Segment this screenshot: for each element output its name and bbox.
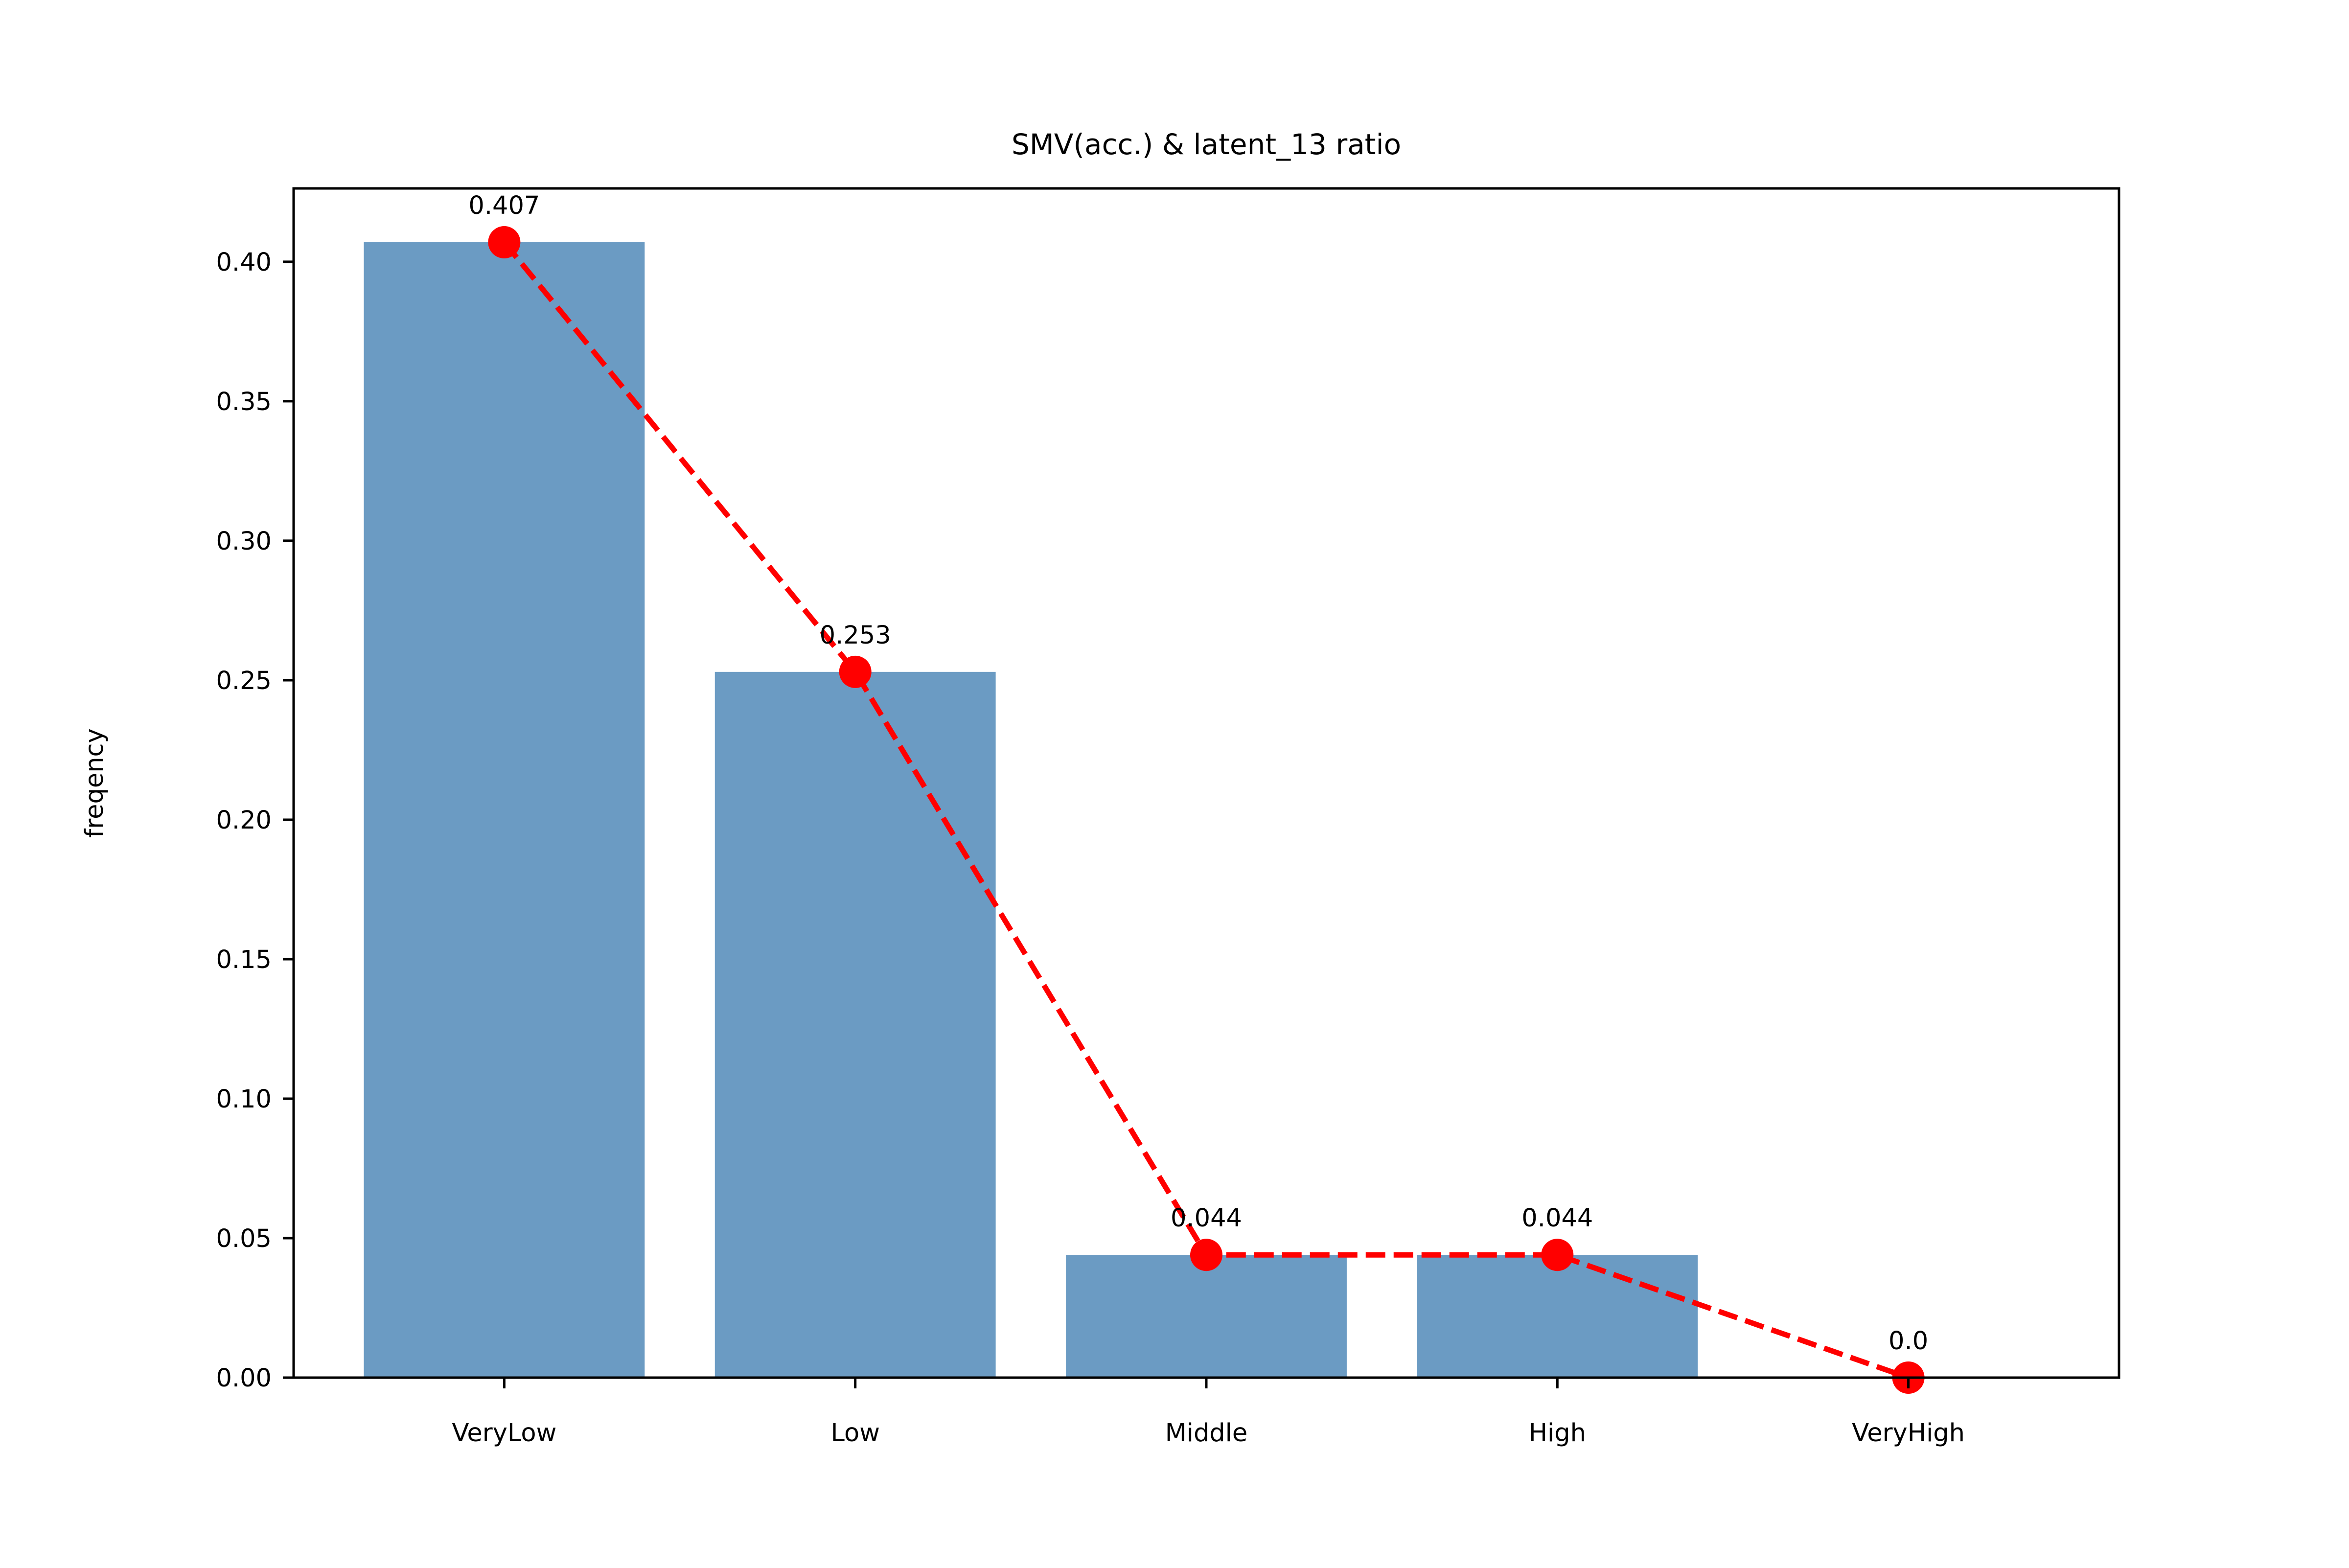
- data-labels-layer: 0.407 0.253 0.044 0.044 0.0: [468, 191, 1928, 1356]
- y-tick-label: 0.35: [216, 388, 272, 416]
- x-tick-label-middle: Middle: [1165, 1419, 1247, 1448]
- ratio-marker-low: [839, 655, 872, 688]
- y-tick-label: 0.25: [216, 667, 272, 695]
- y-tick-label: 0.15: [216, 945, 272, 974]
- data-label-low: 0.253: [820, 621, 891, 650]
- y-tick-label: 0.30: [216, 527, 272, 556]
- ratio-marker-middle: [1190, 1239, 1222, 1271]
- bar-verylow: [364, 242, 645, 1378]
- bar-low: [714, 671, 996, 1378]
- data-label-high: 0.044: [1521, 1204, 1593, 1233]
- x-tick-label-veryhigh: VeryHigh: [1852, 1419, 1965, 1448]
- data-label-middle: 0.044: [1171, 1204, 1242, 1233]
- x-tick-label-low: Low: [830, 1419, 879, 1448]
- ratio-marker-high: [1541, 1239, 1574, 1271]
- axes-layer: 0.00 0.05 0.10 0.15 0.20 0.25 0.30 0.35 0.40 Very…: [216, 187, 2120, 1448]
- y-tick-label: 0.00: [216, 1364, 272, 1393]
- y-tick-label: 0.10: [216, 1085, 272, 1114]
- chart-title: SMV(acc.) & latent_13 ratio: [1012, 128, 1401, 161]
- y-axis-label: freqency: [80, 728, 109, 837]
- y-tick-label: 0.20: [216, 806, 272, 835]
- data-label-verylow: 0.407: [468, 191, 540, 220]
- bars-layer: [364, 242, 1698, 1378]
- bar-middle: [1066, 1255, 1347, 1378]
- bar-high: [1417, 1255, 1698, 1378]
- y-tick-label: 0.40: [216, 248, 272, 277]
- data-label-veryhigh: 0.0: [1888, 1327, 1928, 1356]
- y-tick-label: 0.05: [216, 1224, 272, 1253]
- x-tick-label-verylow: VeryLow: [452, 1419, 556, 1448]
- ratio-marker-verylow: [488, 226, 521, 259]
- x-tick-label-high: High: [1529, 1419, 1586, 1448]
